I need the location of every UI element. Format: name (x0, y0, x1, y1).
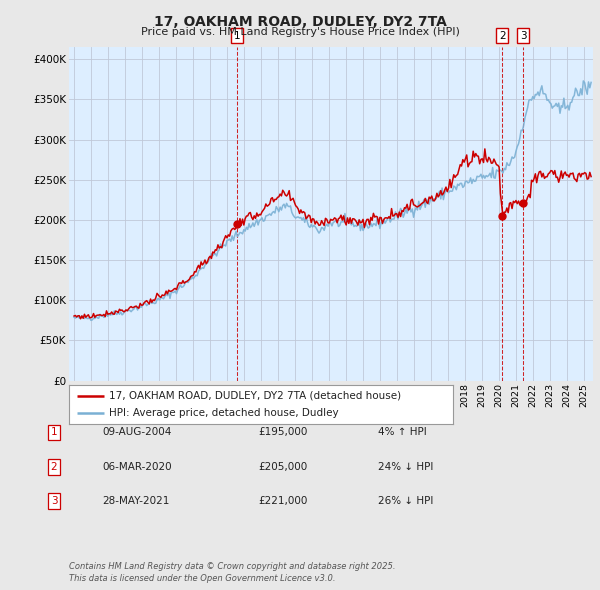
Text: 24% ↓ HPI: 24% ↓ HPI (378, 462, 433, 471)
Text: 2: 2 (499, 31, 505, 41)
Text: 1: 1 (50, 428, 58, 437)
Text: £221,000: £221,000 (258, 496, 307, 506)
Text: 2: 2 (50, 462, 58, 471)
Text: £205,000: £205,000 (258, 462, 307, 471)
Text: 26% ↓ HPI: 26% ↓ HPI (378, 496, 433, 506)
Text: 17, OAKHAM ROAD, DUDLEY, DY2 7TA: 17, OAKHAM ROAD, DUDLEY, DY2 7TA (154, 15, 446, 29)
Text: 3: 3 (50, 496, 58, 506)
Text: 17, OAKHAM ROAD, DUDLEY, DY2 7TA (detached house): 17, OAKHAM ROAD, DUDLEY, DY2 7TA (detach… (109, 391, 401, 401)
Text: Contains HM Land Registry data © Crown copyright and database right 2025.
This d: Contains HM Land Registry data © Crown c… (69, 562, 395, 583)
Text: 4% ↑ HPI: 4% ↑ HPI (378, 428, 427, 437)
Text: 3: 3 (520, 31, 526, 41)
Text: Price paid vs. HM Land Registry's House Price Index (HPI): Price paid vs. HM Land Registry's House … (140, 27, 460, 37)
Text: 06-MAR-2020: 06-MAR-2020 (102, 462, 172, 471)
Text: HPI: Average price, detached house, Dudley: HPI: Average price, detached house, Dudl… (109, 408, 339, 418)
Text: 09-AUG-2004: 09-AUG-2004 (102, 428, 172, 437)
Text: £195,000: £195,000 (258, 428, 307, 437)
Text: 28-MAY-2021: 28-MAY-2021 (102, 496, 169, 506)
Text: 1: 1 (234, 31, 241, 41)
